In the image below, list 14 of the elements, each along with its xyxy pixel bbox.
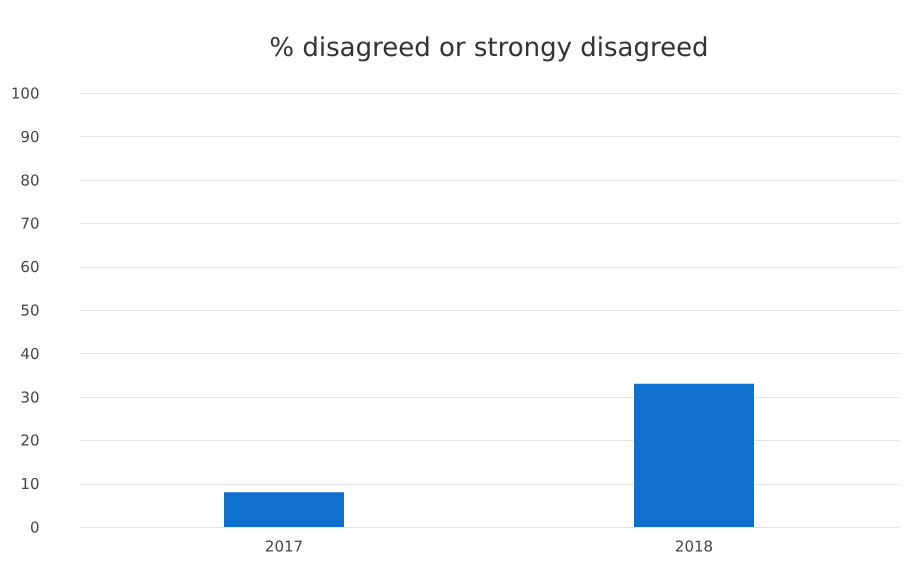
y-tick-label: 30	[20, 388, 40, 406]
x-tick-label: 2018	[674, 538, 714, 556]
y-tick-label: 80	[20, 171, 40, 190]
y-tick-label: 100	[10, 84, 40, 102]
y-tick-label: 10	[20, 475, 40, 494]
y-tick-label: 70	[20, 214, 40, 233]
y-tick-label: 40	[20, 344, 40, 363]
y-tick-label: 90	[20, 128, 40, 146]
x-tick-label: 2017	[264, 538, 304, 556]
y-tick-label: 20	[20, 432, 40, 450]
chart-title: % disagreed or strongy disagreed	[269, 33, 709, 63]
y-tick-label: 60	[20, 258, 40, 276]
y-tick-label: 0	[30, 518, 40, 536]
y-tick-label: 50	[20, 302, 40, 320]
